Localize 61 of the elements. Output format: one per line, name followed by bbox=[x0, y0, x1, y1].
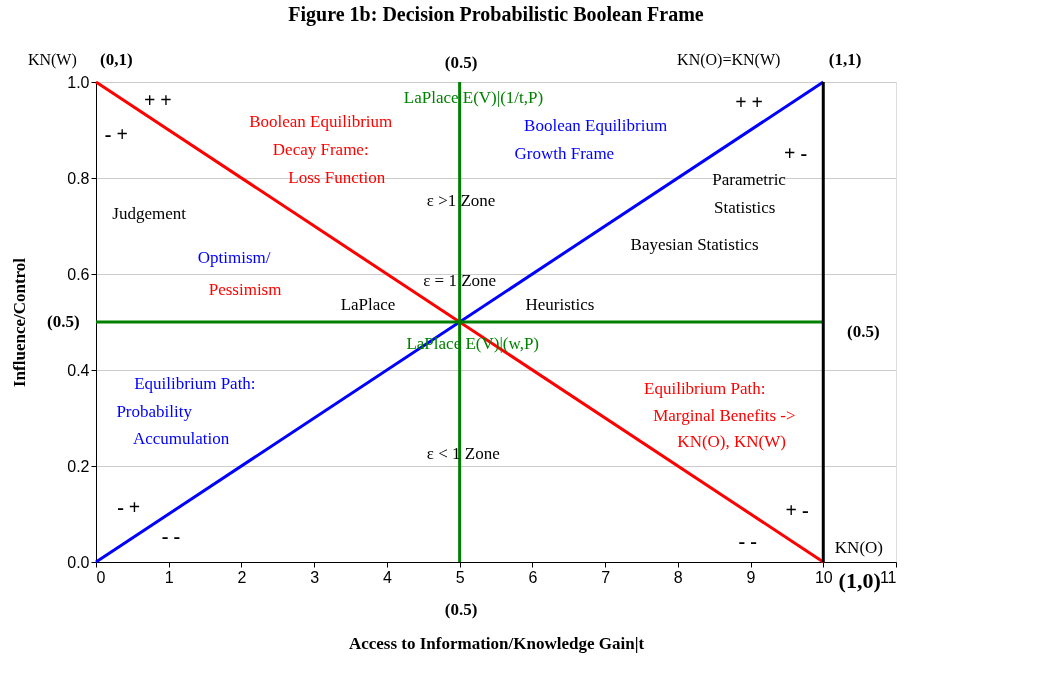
text: (0.5) bbox=[444, 600, 478, 619]
x-tick-label: 0 bbox=[96, 568, 106, 586]
x-tick-label: 11 bbox=[879, 568, 897, 586]
annotation: Heuristics bbox=[525, 294, 595, 314]
y-tick-label: 0.0 bbox=[67, 553, 90, 571]
text: (0.5) bbox=[444, 52, 478, 72]
annotation: ε >1 Zone bbox=[426, 191, 496, 211]
text: (0,1) bbox=[100, 50, 133, 70]
annotation: Equilibrium Path: bbox=[134, 374, 256, 394]
annotation: LaPlace E(V)|(1/t,P) bbox=[403, 87, 544, 107]
annotation: + + bbox=[735, 91, 763, 114]
x-axis-title: Access to Information/Knowledge Gain|t bbox=[348, 633, 645, 653]
annotation: Probability bbox=[116, 401, 193, 421]
annotation: + - bbox=[785, 498, 809, 521]
text: (1,0) bbox=[838, 568, 881, 594]
x-tick-label: 1 bbox=[164, 568, 174, 586]
y-tick-label: 0.4 bbox=[67, 361, 90, 379]
text: (1,1) bbox=[828, 50, 862, 70]
text: KN(W) bbox=[27, 51, 77, 70]
annotation: Judgement bbox=[112, 203, 187, 223]
x-tick-label: 3 bbox=[310, 568, 320, 586]
annotation: - - bbox=[738, 529, 757, 552]
annotation: Parametric bbox=[712, 169, 787, 189]
annotation: - - bbox=[161, 525, 181, 548]
text: (0.5) bbox=[46, 312, 80, 331]
annotation: - + bbox=[104, 122, 128, 145]
annotation: Boolean Equilibrium bbox=[249, 111, 393, 131]
annotation: Boolean Equilibrium bbox=[524, 116, 668, 136]
x-tick-label: 6 bbox=[528, 568, 538, 586]
annotation: Marginal Benefits -> bbox=[653, 406, 796, 426]
x-tick-label: 7 bbox=[601, 568, 611, 586]
x-tick-label: 5 bbox=[455, 568, 465, 586]
annotation: + - bbox=[784, 141, 808, 164]
annotation: Decay Frame: bbox=[272, 140, 369, 160]
annotation: KN(O) bbox=[834, 537, 883, 557]
x-tick-label: 10 bbox=[814, 568, 833, 586]
annotation: KN(O), KN(W) bbox=[677, 432, 786, 452]
annotation: Growth Frame bbox=[514, 143, 615, 163]
y-tick-label: 0.8 bbox=[67, 169, 90, 187]
annotation: - + bbox=[117, 496, 141, 519]
annotation: ε = 1 Zone bbox=[423, 270, 497, 290]
chart-title: Figure 1b: Decision Probabilistic Boolean Frame bbox=[288, 3, 704, 27]
y-tick-label: 0.2 bbox=[67, 457, 90, 475]
text: KN(O)=KN(W) bbox=[677, 51, 781, 70]
x-tick-label: 2 bbox=[237, 568, 247, 586]
y-tick-label: 1.0 bbox=[67, 73, 90, 91]
x-tick-label: 8 bbox=[673, 568, 683, 586]
x-tick-label: 9 bbox=[746, 568, 756, 586]
annotation: Statistics bbox=[714, 198, 776, 218]
annotation: (0.5) bbox=[846, 321, 880, 341]
annotation: Pessimism bbox=[208, 279, 282, 299]
annotation: Bayesian Statistics bbox=[630, 234, 759, 254]
x-tick-label: 4 bbox=[382, 568, 392, 586]
annotation: + + bbox=[143, 89, 172, 112]
y-tick-label: 0.6 bbox=[67, 265, 90, 283]
annotation: Accumulation bbox=[132, 429, 230, 449]
annotation: Equilibrium Path: bbox=[644, 378, 766, 398]
annotation: Loss Function bbox=[288, 168, 386, 187]
y-axis-title: Influence/Control bbox=[10, 257, 30, 388]
annotation: LaPlace bbox=[340, 294, 396, 314]
annotation: Optimism/ bbox=[197, 247, 271, 267]
